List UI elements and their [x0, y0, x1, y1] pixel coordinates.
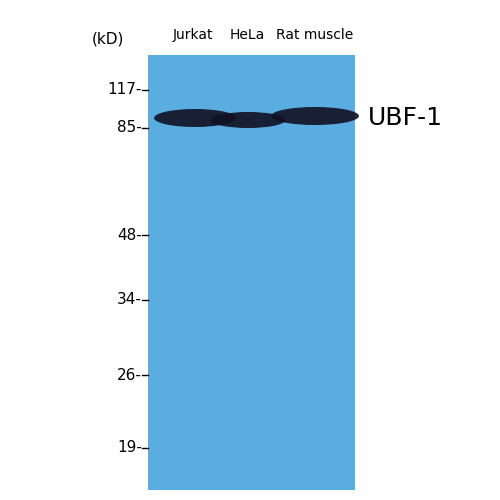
Text: (kD): (kD) — [92, 32, 124, 47]
Text: 26-: 26- — [117, 368, 142, 382]
Text: 117-: 117- — [108, 82, 142, 98]
FancyBboxPatch shape — [148, 55, 355, 490]
Text: 19-: 19- — [117, 440, 142, 456]
Text: 34-: 34- — [117, 292, 142, 308]
Text: 48-: 48- — [117, 228, 142, 242]
Ellipse shape — [154, 109, 236, 127]
Ellipse shape — [271, 107, 359, 125]
Text: UBF-1: UBF-1 — [368, 106, 443, 130]
Text: Rat muscle: Rat muscle — [276, 28, 353, 42]
Text: 85-: 85- — [117, 120, 142, 136]
Ellipse shape — [210, 112, 286, 128]
Text: HeLa: HeLa — [230, 28, 264, 42]
Text: Jurkat: Jurkat — [173, 28, 213, 42]
